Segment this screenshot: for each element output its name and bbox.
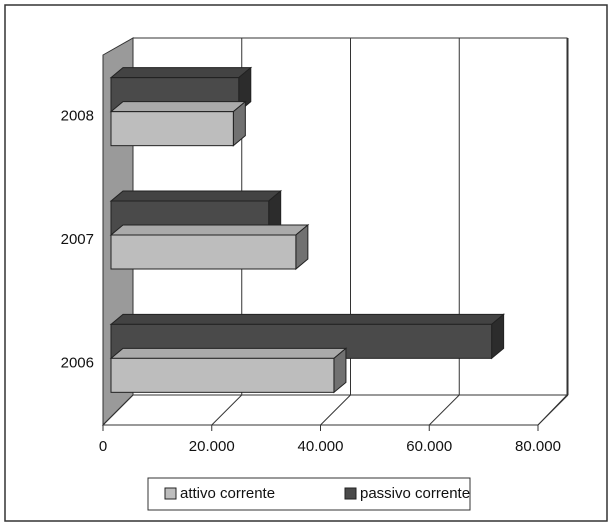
bar-top (109, 190, 283, 202)
x-tick-label: 20.000 (189, 438, 235, 455)
bar-front (110, 234, 297, 270)
bar-top (109, 347, 348, 359)
floor-grid-line (320, 394, 351, 426)
bar-top (109, 313, 506, 325)
legend-swatch (164, 487, 177, 500)
legend-swatch (344, 487, 357, 500)
legend-label: attivo corrente (180, 485, 275, 502)
x-tick-label: 0 (99, 438, 107, 455)
y-tick-label: 2007 (61, 231, 94, 248)
bar-top (109, 67, 253, 79)
legend (147, 477, 471, 511)
bar (109, 223, 310, 271)
bar-top (109, 101, 247, 113)
floor-grid-line (428, 394, 460, 426)
floor-grid-line (102, 394, 134, 426)
x-tick-label: 60.000 (406, 438, 452, 455)
x-tick-label: 80.000 (515, 438, 561, 455)
bar-front (110, 111, 234, 147)
bar (109, 100, 247, 147)
bar (109, 347, 348, 394)
floor-grid-line (537, 394, 569, 426)
legend-label: passivo corrente (360, 485, 470, 502)
x-tick-label: 40.000 (298, 438, 344, 455)
bar-front (110, 357, 335, 393)
floor-grid-line (211, 394, 243, 426)
bar-top (109, 224, 310, 236)
y-tick-label: 2008 (61, 108, 94, 125)
y-tick-label: 2006 (61, 354, 94, 371)
